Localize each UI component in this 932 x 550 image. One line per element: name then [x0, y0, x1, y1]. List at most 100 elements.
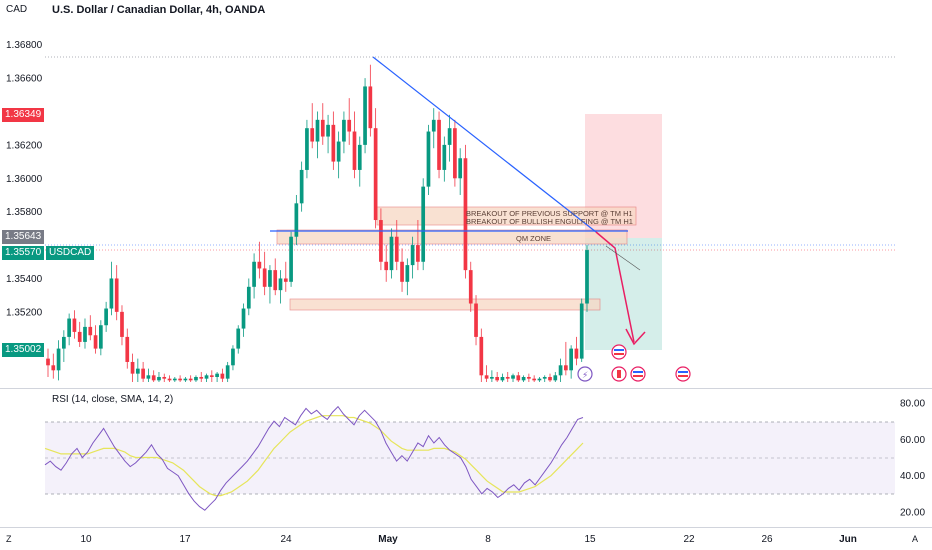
- rsi-axis[interactable]: 80.00 60.00 40.00 20.00: [900, 399, 925, 519]
- candle-body[interactable]: [442, 144, 447, 170]
- candle-body[interactable]: [579, 303, 584, 359]
- candle-body[interactable]: [336, 141, 341, 162]
- take-profit-zone[interactable]: [585, 238, 662, 350]
- candle-body[interactable]: [183, 378, 188, 381]
- candle-body[interactable]: [209, 375, 214, 377]
- candle-body[interactable]: [289, 236, 293, 282]
- price-axis[interactable]: 1.368001.366001.364001.362001.360001.358…: [6, 40, 43, 318]
- candle-body[interactable]: [479, 336, 484, 376]
- candle-body[interactable]: [246, 286, 251, 309]
- candle-body[interactable]: [262, 268, 267, 287]
- candle-body[interactable]: [151, 375, 156, 381]
- candle-body[interactable]: [516, 375, 521, 381]
- candle-body[interactable]: [410, 245, 415, 266]
- candle-body[interactable]: [104, 308, 108, 326]
- candle-body[interactable]: [352, 131, 357, 170]
- candle-body[interactable]: [379, 220, 383, 262]
- candle-body[interactable]: [62, 336, 66, 349]
- candle-body[interactable]: [114, 278, 119, 312]
- candle-body[interactable]: [394, 236, 399, 262]
- event-icons[interactable]: ⚡: [577, 344, 691, 382]
- candle-body[interactable]: [569, 348, 573, 371]
- candle-body[interactable]: [167, 378, 172, 381]
- candle-body[interactable]: [257, 261, 262, 269]
- candle-body[interactable]: [511, 375, 515, 379]
- candle-body[interactable]: [109, 278, 114, 309]
- candle-body[interactable]: [389, 236, 394, 271]
- candle-body[interactable]: [46, 358, 50, 366]
- candle-body[interactable]: [299, 169, 304, 204]
- candle-body[interactable]: [241, 308, 246, 329]
- candle-body[interactable]: [558, 365, 563, 376]
- candle-body[interactable]: [564, 365, 568, 371]
- candle-body[interactable]: [162, 376, 167, 379]
- candle-body[interactable]: [83, 326, 87, 342]
- candle-body[interactable]: [574, 348, 579, 359]
- candle-body[interactable]: [157, 376, 161, 381]
- candle-body[interactable]: [320, 119, 325, 137]
- candle-body[interactable]: [537, 378, 542, 381]
- candle-body[interactable]: [172, 378, 177, 381]
- rsi-indicator-label[interactable]: RSI (14, close, SMA, 14, 2): [52, 394, 174, 405]
- candle-body[interactable]: [278, 278, 283, 291]
- candle-body[interactable]: [331, 124, 336, 162]
- descending-trendline[interactable]: [372, 56, 597, 233]
- candle-body[interactable]: [400, 261, 404, 282]
- candle-body[interactable]: [315, 119, 320, 142]
- candle-body[interactable]: [120, 311, 124, 337]
- candle-body[interactable]: [405, 265, 410, 282]
- candle-body[interactable]: [130, 361, 135, 374]
- candle-body[interactable]: [542, 376, 547, 379]
- candle-body[interactable]: [426, 131, 431, 187]
- candle-body[interactable]: [532, 378, 537, 381]
- candle-body[interactable]: [88, 326, 93, 336]
- candle-body[interactable]: [188, 378, 193, 381]
- candle-body[interactable]: [77, 331, 82, 342]
- candle-body[interactable]: [490, 376, 494, 379]
- candle-body[interactable]: [98, 325, 103, 349]
- candle-body[interactable]: [500, 376, 505, 381]
- qm-zone-box[interactable]: [276, 229, 628, 245]
- candle-body[interactable]: [178, 378, 182, 381]
- candle-body[interactable]: [437, 119, 441, 170]
- candle-body[interactable]: [431, 119, 436, 132]
- candle-body[interactable]: [305, 128, 309, 170]
- candle-body[interactable]: [347, 119, 352, 132]
- candle-body[interactable]: [252, 261, 256, 287]
- candle-body[interactable]: [421, 186, 426, 262]
- candle-body[interactable]: [463, 158, 468, 271]
- candle-body[interactable]: [56, 348, 61, 371]
- candle-body[interactable]: [220, 373, 225, 379]
- candle-body[interactable]: [384, 261, 389, 271]
- candle-body[interactable]: [67, 318, 71, 337]
- candle-body[interactable]: [236, 328, 241, 349]
- candle-body[interactable]: [268, 270, 272, 287]
- candle-body[interactable]: [146, 375, 151, 379]
- candle-body[interactable]: [505, 376, 510, 379]
- candle-body[interactable]: [585, 250, 589, 304]
- candle-body[interactable]: [368, 86, 373, 129]
- candle-body[interactable]: [548, 376, 552, 381]
- candle-body[interactable]: [51, 365, 56, 371]
- projection-arrow-path[interactable]: [595, 231, 635, 343]
- bottom-left-control[interactable]: Z: [6, 534, 12, 544]
- candle-body[interactable]: [199, 376, 204, 379]
- candle-body[interactable]: [484, 375, 489, 379]
- candle-body[interactable]: [521, 376, 526, 381]
- candle-body[interactable]: [294, 203, 299, 237]
- candle-body[interactable]: [416, 245, 420, 262]
- us-flag-event-icon[interactable]: [630, 366, 646, 382]
- candle-body[interactable]: [72, 318, 77, 332]
- candle-body[interactable]: [458, 158, 463, 179]
- candle-body[interactable]: [453, 128, 457, 179]
- candle-body[interactable]: [553, 375, 558, 381]
- candle-body[interactable]: [357, 144, 362, 170]
- candle-body[interactable]: [310, 128, 315, 142]
- candle-body[interactable]: [125, 336, 130, 362]
- candle-body[interactable]: [135, 368, 140, 374]
- candle-body[interactable]: [141, 368, 145, 379]
- time-axis[interactable]: 10 17 24 May 8 15 22 26 Jun: [80, 534, 856, 545]
- candle-body[interactable]: [326, 124, 330, 137]
- candle-body[interactable]: [283, 278, 288, 282]
